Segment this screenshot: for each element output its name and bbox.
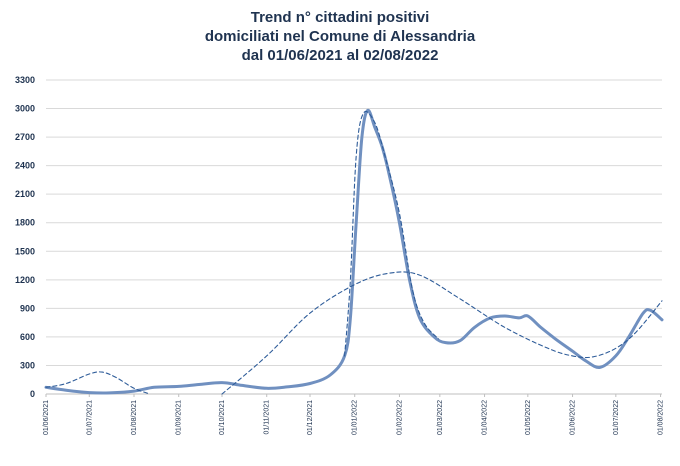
x-tick-label: 01/03/2022 bbox=[437, 400, 444, 435]
y-tick-label: 600 bbox=[20, 332, 35, 342]
plot-area bbox=[44, 108, 664, 395]
x-tick-label: 01/08/2021 bbox=[131, 400, 138, 435]
y-tick-label: 300 bbox=[20, 360, 35, 370]
trend-line-1 bbox=[45, 371, 151, 395]
y-tick-label: 3300 bbox=[15, 75, 35, 85]
x-tick-label: 01/09/2021 bbox=[176, 400, 183, 435]
x-tick-label: 01/01/2022 bbox=[352, 400, 359, 435]
x-tick-label: 01/11/2021 bbox=[264, 400, 271, 435]
chart-title: Trend n° cittadini positivi domiciliati n… bbox=[205, 9, 476, 64]
y-tick-label: 0 bbox=[30, 389, 35, 399]
x-tick-label: 01/06/2021 bbox=[43, 400, 50, 435]
y-tick-label: 2100 bbox=[15, 189, 35, 199]
trend-line-2 bbox=[221, 271, 663, 395]
y-tick-label: 2400 bbox=[15, 161, 35, 171]
y-axis: 0 300 600 900 1200 1500 1800 2100 2400 2700 3000 33… bbox=[15, 75, 35, 399]
y-tick-label: 1500 bbox=[15, 246, 35, 256]
x-tick-label: 01/02/2022 bbox=[396, 400, 403, 435]
x-axis: 01/06/2021 01/07/2021 01/08/2021 01/09/2021… bbox=[43, 394, 665, 435]
y-tick-label: 900 bbox=[20, 303, 35, 313]
x-tick-label: 01/10/2021 bbox=[219, 400, 226, 435]
y-tick-label: 1200 bbox=[15, 275, 35, 285]
x-tick-label: 01/08/2022 bbox=[658, 400, 665, 435]
series-line bbox=[44, 108, 664, 395]
y-tick-label: 3000 bbox=[15, 104, 35, 114]
y-tick-label: 1800 bbox=[15, 218, 35, 228]
x-tick-label: 01/05/2022 bbox=[525, 400, 532, 435]
chart-title-line: domiciliati nel Comune di Alessandria bbox=[205, 28, 476, 45]
chart-title-line: Trend n° cittadini positivi bbox=[251, 9, 430, 26]
y-tick-label: 2700 bbox=[15, 132, 35, 142]
x-tick-label: 01/04/2022 bbox=[482, 400, 489, 435]
x-tick-label: 01/06/2022 bbox=[570, 400, 577, 435]
x-tick-label: 01/07/2021 bbox=[86, 400, 93, 435]
trend-line-3 bbox=[344, 110, 439, 357]
x-tick-label: 01/12/2021 bbox=[307, 400, 314, 435]
x-tick-label: 01/07/2022 bbox=[613, 400, 620, 435]
chart-title-line: dal 01/06/2021 al 02/08/2022 bbox=[242, 47, 439, 64]
